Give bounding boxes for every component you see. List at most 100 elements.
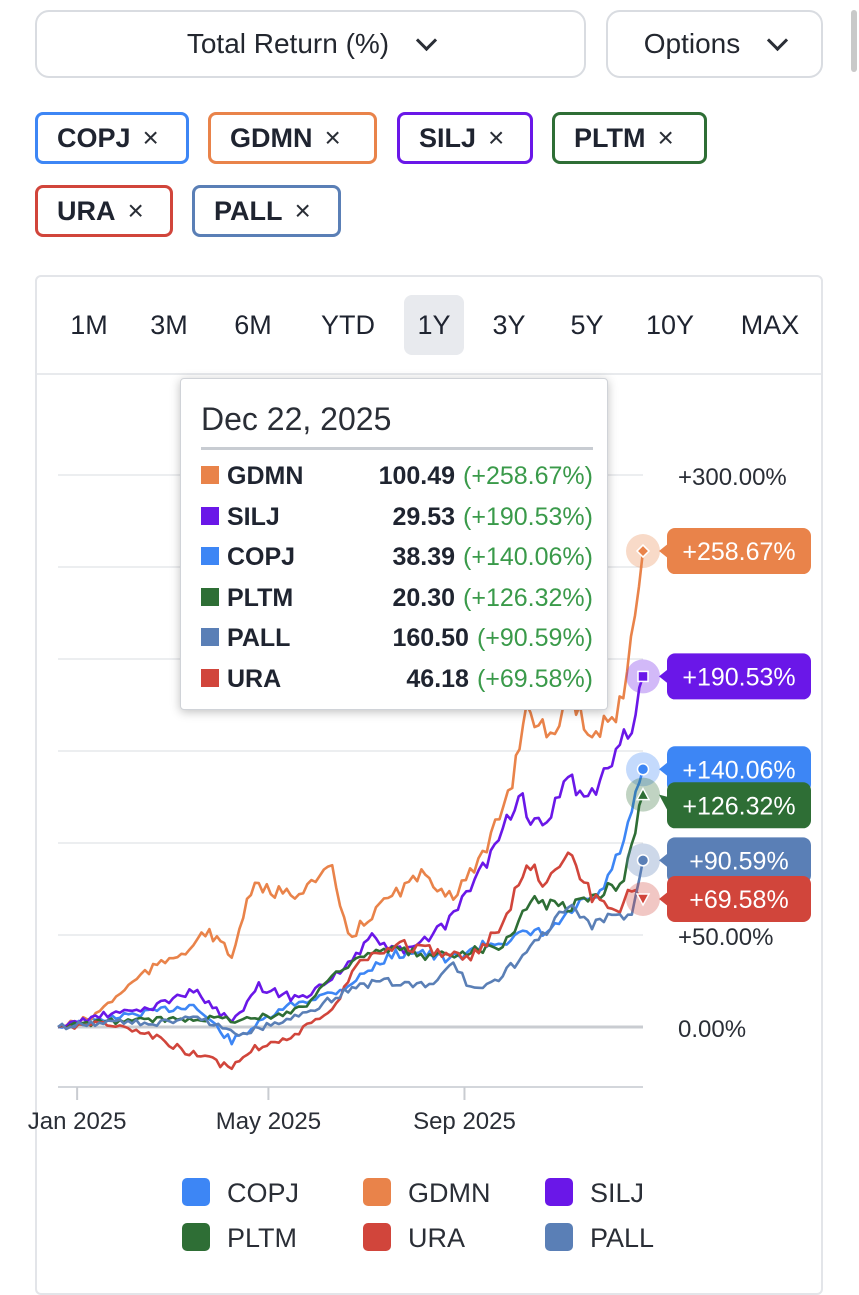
end-label-box-gdmn xyxy=(667,528,811,575)
range-button-1y[interactable]: 1Y xyxy=(404,295,464,355)
end-marker-gdmn xyxy=(635,543,651,559)
end-label-pointer xyxy=(659,794,669,814)
legend-label-gdmn: GDMN xyxy=(408,1178,491,1208)
range-button-10y[interactable]: 10Y xyxy=(645,310,695,340)
end-marker-pltm xyxy=(635,787,651,801)
range-button-max[interactable]: MAX xyxy=(740,310,800,340)
x-tick-label: May 2025 xyxy=(216,1108,321,1135)
tooltip-value: 160.50 xyxy=(392,624,469,653)
range-button-5y[interactable]: 5Y xyxy=(570,310,604,340)
legend-swatch-gdmn xyxy=(363,1178,391,1206)
end-marker-ura xyxy=(635,893,651,907)
series-line-pltm xyxy=(57,794,645,1030)
tooltip-row-pall: PALL 160.50 (+90.59%) xyxy=(201,617,593,657)
tooltip-row-silj: SILJ 29.53 (+190.53%) xyxy=(201,496,593,536)
remove-tag-icon[interactable]: × xyxy=(294,195,311,226)
series-line-ura xyxy=(57,851,644,1071)
end-marker-copj xyxy=(636,763,650,776)
tooltip-swatch xyxy=(201,547,219,566)
ticker-tag-label: GDMN xyxy=(230,122,313,153)
end-label-pltm: +126.32% xyxy=(682,792,795,820)
legend-swatch-copj xyxy=(182,1178,210,1206)
end-label-box-pltm xyxy=(667,782,811,829)
tooltip-swatch xyxy=(201,466,219,484)
tooltip-swatch xyxy=(201,628,219,647)
tooltip-symbol: URA xyxy=(227,665,282,693)
range-button-6m[interactable]: 6M xyxy=(234,310,272,340)
end-label-ura: +69.58% xyxy=(689,886,788,914)
legend-swatch-pltm xyxy=(182,1223,210,1251)
tooltip-row-pltm: PLTM 20.30 (+126.32%) xyxy=(201,577,593,617)
y-tick-label: +50.00% xyxy=(678,924,773,951)
tooltip-value: 29.53 xyxy=(392,502,456,531)
ticker-tag-label: COPJ xyxy=(57,122,131,153)
series-line-gdmn xyxy=(57,550,645,1029)
chart-tooltip: Dec 22, 2025 GDMN 100.49 (+258.67%) SILJ 29.… xyxy=(180,378,608,710)
legend-label-pall: PALL xyxy=(590,1223,654,1253)
end-label-pointer xyxy=(659,668,669,685)
tooltip-row-copj: COPJ 38.39 (+140.06%) xyxy=(201,536,593,576)
ticker-tag-label: URA xyxy=(57,195,116,226)
remove-tag-icon[interactable]: × xyxy=(142,122,159,153)
legend-label-pltm: PLTM xyxy=(227,1223,297,1253)
tooltip-row-gdmn: GDMN 100.49 (+258.67%) xyxy=(201,455,593,495)
chart-series xyxy=(57,550,645,1071)
tooltip-value: 100.49 xyxy=(378,462,456,490)
tooltip-value: 46.18 xyxy=(406,665,469,693)
range-selector: 1M 3M 6M YTD 1Y 3Y 5Y 10Y MAX xyxy=(37,277,821,375)
tooltip-change: (+140.06%) xyxy=(463,543,593,572)
tooltip-swatch xyxy=(201,506,219,525)
tooltip-value: 38.39 xyxy=(392,543,456,572)
y-tick-label: +300.00% xyxy=(678,464,787,491)
tooltip-symbol: SILJ xyxy=(227,502,280,531)
end-label-box-ura xyxy=(667,875,811,922)
tooltip-symbol: COPJ xyxy=(227,543,296,572)
legend-swatch-silj xyxy=(545,1178,573,1206)
tooltip-change: (+69.58%) xyxy=(476,665,593,693)
tooltip-value: 20.30 xyxy=(392,583,456,612)
tooltip-change: (+190.53%) xyxy=(463,502,593,531)
ticker-tag-pall: PALL × xyxy=(192,185,341,237)
chart-legend: COPJ GDMN SILJ PLTM URA PALL xyxy=(182,1178,654,1253)
options-select[interactable]: Options xyxy=(606,10,823,78)
end-label-copj: +140.06% xyxy=(682,756,795,784)
tooltip-symbol: PLTM xyxy=(227,583,294,612)
end-label-silj: +190.53% xyxy=(682,663,795,691)
chart-axes: 0.00% +50.00% +300.00% Jan 2025 May 2025 Sep … xyxy=(28,464,787,1135)
end-label-pointer xyxy=(659,761,669,778)
ticker-tag-pltm: PLTM × xyxy=(552,112,707,164)
range-button-3m[interactable]: 3M xyxy=(150,310,188,340)
remove-tag-icon[interactable]: × xyxy=(324,122,341,153)
ticker-tag-label: PALL xyxy=(214,195,283,226)
series-line-copj xyxy=(57,768,645,1046)
end-label-pointer xyxy=(659,852,669,869)
ticker-tag-ura: URA × xyxy=(35,185,173,237)
end-marker-pall xyxy=(636,854,650,867)
metric-select[interactable]: Total Return (%) xyxy=(35,10,586,78)
remove-tag-icon[interactable]: × xyxy=(488,122,505,153)
range-button-3y[interactable]: 3Y xyxy=(492,310,526,340)
scrollbar[interactable] xyxy=(851,10,857,72)
chart-end-labels: +258.67% +190.53% +140.06% +126.32% +90.59% +… xyxy=(659,528,811,922)
tooltip-swatch xyxy=(201,669,219,687)
range-button-1m[interactable]: 1M xyxy=(70,310,108,340)
x-tick-label: Jan 2025 xyxy=(28,1108,127,1135)
legend-label-copj: COPJ xyxy=(227,1178,299,1208)
tooltip-swatch xyxy=(201,587,219,606)
series-line-pall xyxy=(57,860,645,1037)
remove-tag-icon[interactable]: × xyxy=(657,122,674,153)
ticker-tag-silj: SILJ × xyxy=(397,112,533,164)
y-tick-label: 0.00% xyxy=(678,1016,746,1043)
metric-select-label: Total Return (%) xyxy=(186,28,390,59)
chart-end-markers xyxy=(626,534,660,916)
remove-tag-icon[interactable]: × xyxy=(127,195,144,226)
range-button-ytd[interactable]: YTD xyxy=(321,310,375,340)
legend-swatch-ura xyxy=(363,1223,391,1251)
tooltip-divider xyxy=(201,447,593,450)
legend-label-silj: SILJ xyxy=(590,1178,644,1208)
tooltip-symbol: PALL xyxy=(227,624,291,653)
tooltip-change: (+90.59%) xyxy=(476,624,593,653)
tooltip-date: Dec 22, 2025 xyxy=(201,401,392,437)
ticker-tag-copj: COPJ × xyxy=(35,112,189,164)
